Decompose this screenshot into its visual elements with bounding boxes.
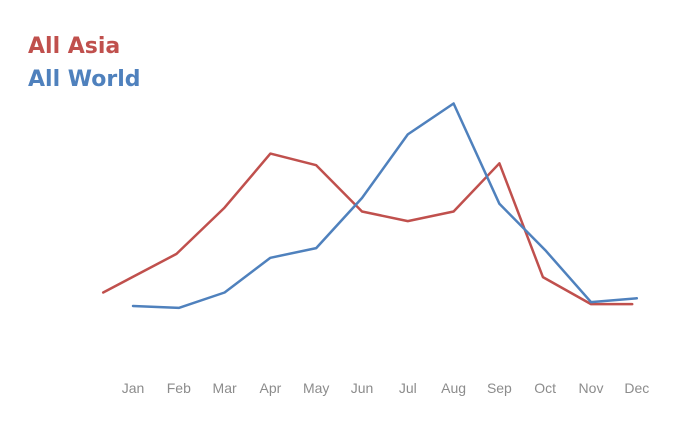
x-tick-label: Jun — [351, 380, 374, 396]
x-tick-label: Feb — [167, 380, 191, 396]
series-layer — [101, 102, 639, 310]
x-tick-label: Apr — [260, 380, 282, 396]
x-tick-label: Aug — [441, 380, 466, 396]
x-tick-label: Dec — [624, 380, 649, 396]
series-line-all-world — [131, 102, 639, 310]
legend: All Asia All World — [28, 30, 141, 96]
x-tick-label: Mar — [213, 380, 237, 396]
series-line-all-asia — [101, 152, 634, 306]
legend-entry-all-world: All World — [28, 67, 141, 92]
x-tick-label: May — [303, 380, 329, 396]
x-tick-label: Jan — [122, 380, 145, 396]
x-tick-label: Jul — [399, 380, 417, 396]
x-tick-label: Oct — [534, 380, 556, 396]
x-tick-label: Nov — [579, 380, 604, 396]
legend-entry-all-asia: All Asia — [28, 34, 121, 59]
x-tick-label: Sep — [487, 380, 512, 396]
x-axis-tick-labels: Jan Feb Mar Apr May Jun Jul Aug Sep Oct Nov Dec — [122, 380, 650, 396]
